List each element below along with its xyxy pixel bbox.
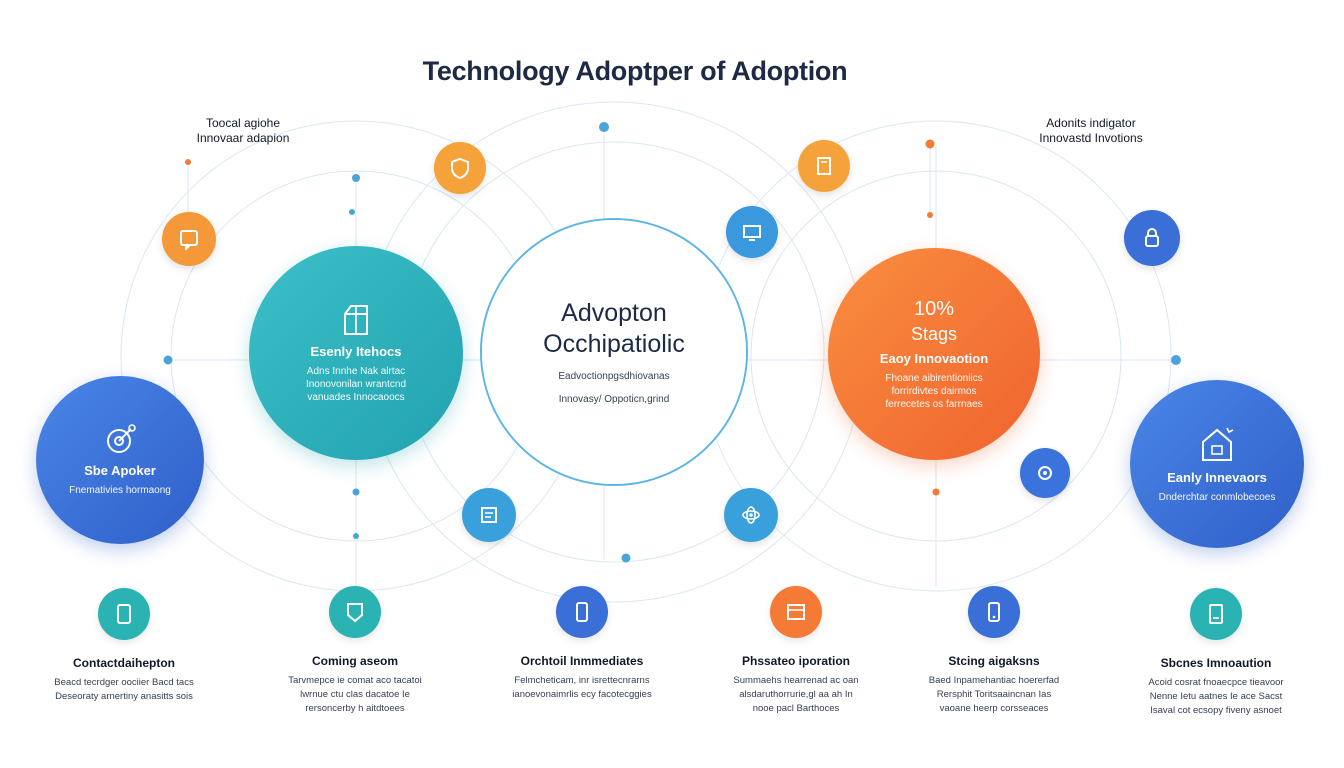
card-title: Contactdaihepton bbox=[73, 656, 175, 670]
corner-label-left: Toocal agiohe Innovaar adapion bbox=[168, 116, 318, 146]
card-desc-line: Deseoraty arnertiny anasitts sois bbox=[55, 691, 193, 702]
card-desc: Acoid cosrat fnoaecpce tieavoor Nenne Ie… bbox=[1126, 676, 1306, 718]
stage-desc-line: Adns Innhe Nak alrtac bbox=[306, 366, 406, 377]
box-icon bbox=[344, 305, 368, 335]
stage-desc: Fhoane aibirentioniics forrirdivtes dair… bbox=[885, 372, 982, 411]
stage-desc-line: ferrecetes os farrnaes bbox=[885, 399, 983, 410]
stage-card: Coming aseom Tarvmepce ie comat aco taca… bbox=[265, 586, 445, 716]
book-icon bbox=[798, 140, 850, 192]
phone-blue-icon bbox=[968, 586, 1020, 638]
stage-circle-early: Esenly Itehocs Adns Innhe Nak alrtac Ino… bbox=[249, 246, 463, 460]
card-desc-line: Isaval cot ecsopy fiveny asnoet bbox=[1150, 705, 1282, 716]
stage-desc-line: Inonovonilan wrantcnd bbox=[305, 379, 407, 390]
card-desc-line: Tarvmepce ie comat aco tacatoi bbox=[288, 675, 422, 686]
chat-icon bbox=[162, 212, 216, 266]
card-desc: Summaehs hearrenad ac oan alsdaruthorrur… bbox=[706, 674, 886, 716]
stage-circle-left: Sbe Apoker Fnemativies hormaong bbox=[36, 376, 204, 544]
device-icon bbox=[462, 488, 516, 542]
center-desc-line1: Eadvoctionpgsdhiovanas bbox=[558, 371, 670, 382]
shield-icon bbox=[434, 142, 486, 194]
tablet-icon bbox=[98, 588, 150, 640]
card-desc-line: rersoncerby h aitdtoees bbox=[305, 703, 405, 714]
stage-title: Esenly Itehocs bbox=[310, 344, 402, 359]
stage-desc-line: vanuades Innocaoocs bbox=[307, 392, 405, 403]
corner-right-line1: Adonits indigator bbox=[1046, 116, 1136, 130]
card-desc: Beacd tecrdger oociier Bacd tacs Deseora… bbox=[34, 676, 214, 704]
card-title: Coming aseom bbox=[311, 654, 398, 668]
card-desc-line: Acoid cosrat fnoaecpce tieavoor bbox=[1148, 677, 1284, 688]
card-desc-line: Nenne Ietu aatnes Ie ace Sacst bbox=[1149, 691, 1283, 702]
stage-circle-right: 10% Stags Eaoy Innovaotion Fhoane aibire… bbox=[828, 248, 1040, 460]
stage-stat-label: Stags bbox=[910, 324, 958, 344]
corner-left-line1: Toocal agiohe bbox=[205, 116, 281, 130]
card-title: Orchtoil Inmmediates bbox=[520, 654, 644, 668]
corner-label-right: Adonits indigator Innovastd Invotions bbox=[1016, 116, 1166, 146]
stage-title: Eaoy Innovaotion bbox=[879, 351, 989, 366]
card-desc: Felmcheticam, inr isrettecnrarns ianoevo… bbox=[492, 674, 672, 702]
stage-card: Orchtoil Inmmediates Felmcheticam, inr i… bbox=[492, 586, 672, 702]
card-desc-line: ianoevonaimrlis ecy facotecggies bbox=[512, 689, 652, 700]
stage-card: Sbcnes Imnoaution Acoid cosrat fnoaecpce… bbox=[1126, 588, 1306, 718]
corner-left-line2: Innovaar adapion bbox=[196, 131, 290, 145]
house-icon bbox=[1202, 427, 1234, 461]
stage-card: Stcing aigaksns Baed Inpamehantiac hoere… bbox=[904, 586, 1084, 716]
card-desc-line: alsdaruthorrurie,gl aa ah In bbox=[739, 689, 853, 700]
card-desc: Tarvmepce ie comat aco tacatoi lwrnue ct… bbox=[265, 674, 445, 716]
center-circle: Advopton Occhipatiolic Eadvoctionpgsdhio… bbox=[482, 220, 746, 484]
target-icon bbox=[107, 424, 136, 453]
stage-desc: Dnderchtar conmlobecoes bbox=[1158, 492, 1276, 503]
screen-icon bbox=[726, 206, 778, 258]
atom-icon bbox=[724, 488, 778, 542]
phone-icon bbox=[556, 586, 608, 638]
center-desc-line2: Innovasy/ Oppoticn,grind bbox=[558, 394, 670, 405]
stage-circle-far-right: Eanly Innevaors Dnderchtar conmlobecoes bbox=[1130, 380, 1304, 548]
center-heading-line2: Occhipatiolic bbox=[543, 330, 685, 358]
card-desc: Baed Inpamehantiac hoererfad Rersphit To… bbox=[904, 674, 1084, 716]
stage-desc: Fnemativies hormaong bbox=[69, 485, 171, 496]
card-title: Stcing aigaksns bbox=[948, 654, 1040, 668]
stage-card: Phssateo iporation Summaehs hearrenad ac… bbox=[706, 586, 886, 716]
stage-desc-line: Fhoane aibirentioniics bbox=[885, 373, 983, 384]
stage-card: Contactdaihepton Beacd tecrdger oociier … bbox=[34, 588, 214, 704]
tag-icon bbox=[1020, 448, 1070, 498]
card-title: Phssateo iporation bbox=[741, 654, 851, 668]
card-desc-line: Felmcheticam, inr isrettecnrarns bbox=[514, 675, 650, 686]
stage-desc: Adns Innhe Nak alrtac Inonovonilan wrant… bbox=[306, 365, 406, 404]
center-heading-line1: Advopton bbox=[561, 299, 667, 327]
card-desc-line: Beacd tecrdger oociier Bacd tacs bbox=[54, 677, 194, 688]
stage-stat: 10% bbox=[913, 298, 955, 320]
lock-icon bbox=[1124, 210, 1180, 266]
card-desc-line: vaoane heerp corsseaces bbox=[939, 703, 1049, 714]
window-icon bbox=[770, 586, 822, 638]
card-desc-line: nooe pacl Barthoces bbox=[752, 703, 840, 714]
stage-desc-line: forrirdivtes dairmos bbox=[891, 386, 977, 397]
page-title: Technology Adoptper of Adoption bbox=[422, 56, 848, 86]
doc-icon bbox=[1190, 588, 1242, 640]
stage-title: Sbe Apoker bbox=[84, 463, 156, 478]
card-title: Sbcnes Imnoaution bbox=[1160, 656, 1272, 670]
stage-title: Eanly Innevaors bbox=[1167, 470, 1267, 485]
card-desc-line: Baed Inpamehantiac hoererfad bbox=[928, 675, 1060, 686]
corner-right-line2: Innovastd Invotions bbox=[1039, 131, 1143, 145]
badge-icon bbox=[329, 586, 381, 638]
card-desc-line: Rersphit Toritsaaincnan Ias bbox=[936, 689, 1052, 700]
card-desc-line: lwrnue ctu clas dacatoe Ie bbox=[300, 689, 410, 700]
card-desc-line: Summaehs hearrenad ac oan bbox=[733, 675, 859, 686]
